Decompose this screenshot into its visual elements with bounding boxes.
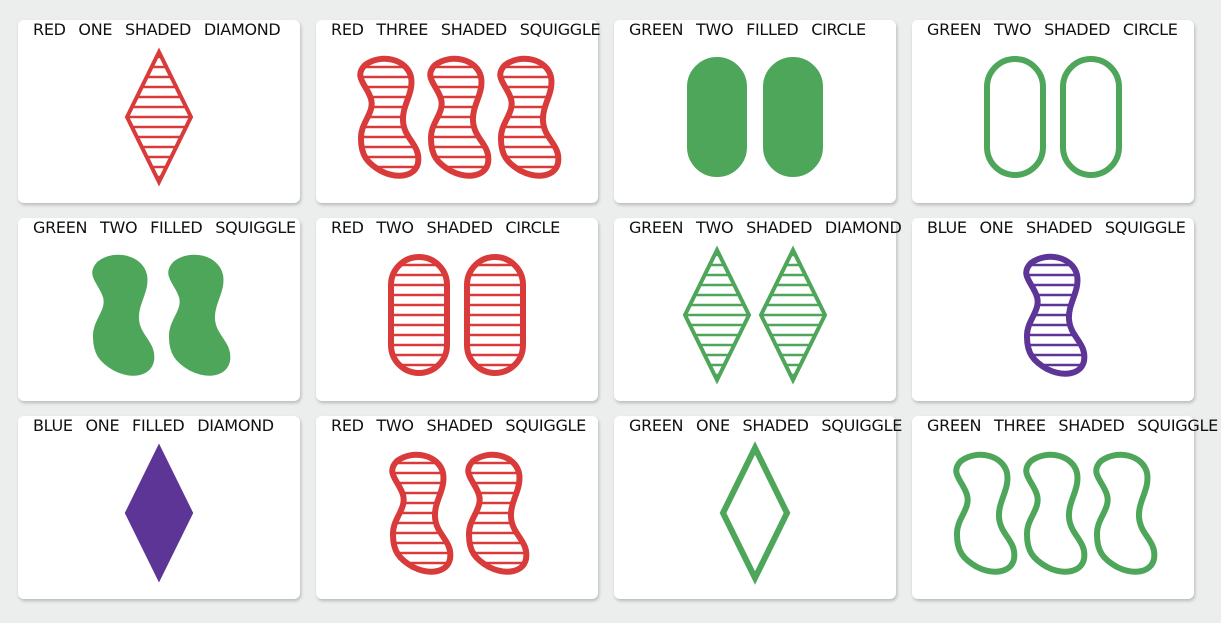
squiggle-symbol <box>427 55 492 179</box>
card[interactable]: RED TWO SHADED SQUIGGLE <box>316 416 598 599</box>
card[interactable]: GREEN ONE SHADED SQUIGGLE <box>614 416 902 599</box>
squiggle-symbol <box>497 55 562 179</box>
squiggle-symbol <box>92 254 155 376</box>
diamond-symbol <box>124 47 194 187</box>
card-label: GREEN TWO FILLED CIRCLE <box>629 20 866 39</box>
card-symbols <box>984 56 1122 178</box>
card-symbols <box>953 451 1158 575</box>
card-symbols <box>124 443 194 583</box>
card-symbols <box>682 245 828 385</box>
card[interactable]: GREEN TWO SHADED CIRCLE <box>912 20 1194 203</box>
card[interactable]: BLUE ONE FILLED DIAMOND <box>18 416 300 599</box>
card-label: RED ONE SHADED DIAMOND <box>33 20 281 39</box>
card[interactable]: RED TWO SHADED CIRCLE <box>316 218 598 401</box>
card-symbols <box>1023 253 1088 377</box>
diamond-symbol <box>682 245 752 385</box>
squiggle-symbol <box>357 55 422 179</box>
card-label: RED TWO SHADED SQUIGGLE <box>331 416 586 435</box>
squiggle-symbol <box>168 254 231 376</box>
card-label: GREEN TWO SHADED CIRCLE <box>927 20 1178 39</box>
card-symbols <box>687 57 823 177</box>
oval-symbol <box>388 254 450 376</box>
squiggle-symbol <box>953 451 1018 575</box>
card[interactable]: GREEN TWO SHADED DIAMOND <box>614 218 902 401</box>
card[interactable]: BLUE ONE SHADED SQUIGGLE <box>912 218 1194 401</box>
squiggle-symbol <box>1093 451 1158 575</box>
card-label: GREEN ONE SHADED SQUIGGLE <box>629 416 903 435</box>
oval-symbol <box>1060 56 1122 178</box>
diamond-symbol <box>124 443 194 583</box>
card-symbols <box>124 47 194 187</box>
card[interactable]: RED THREE SHADED SQUIGGLE <box>316 20 601 203</box>
card[interactable]: GREEN TWO FILLED SQUIGGLE <box>18 218 300 401</box>
card[interactable]: GREEN THREE SHADED SQUIGGLE <box>912 416 1218 599</box>
card-label: BLUE ONE SHADED SQUIGGLE <box>927 218 1186 237</box>
card-label: RED TWO SHADED CIRCLE <box>331 218 560 237</box>
oval-symbol <box>464 254 526 376</box>
card-symbols <box>92 254 231 376</box>
oval-symbol <box>687 57 747 177</box>
card-label: BLUE ONE FILLED DIAMOND <box>33 416 274 435</box>
card-symbols <box>389 451 530 575</box>
oval-symbol <box>984 56 1046 178</box>
card-label: GREEN TWO SHADED DIAMOND <box>629 218 902 237</box>
squiggle-symbol <box>1023 253 1088 377</box>
card-symbols <box>388 254 526 376</box>
diamond-symbol <box>719 441 791 585</box>
card-symbols <box>357 55 562 179</box>
squiggle-symbol <box>389 451 454 575</box>
card-label: GREEN THREE SHADED SQUIGGLE <box>927 416 1218 435</box>
squiggle-symbol <box>465 451 530 575</box>
card-label: RED THREE SHADED SQUIGGLE <box>331 20 601 39</box>
card-symbols <box>719 441 791 585</box>
squiggle-symbol <box>1023 451 1088 575</box>
card[interactable]: RED ONE SHADED DIAMOND <box>18 20 300 203</box>
card-label: GREEN TWO FILLED SQUIGGLE <box>33 218 296 237</box>
oval-symbol <box>763 57 823 177</box>
card[interactable]: GREEN TWO FILLED CIRCLE <box>614 20 896 203</box>
diamond-symbol <box>758 245 828 385</box>
